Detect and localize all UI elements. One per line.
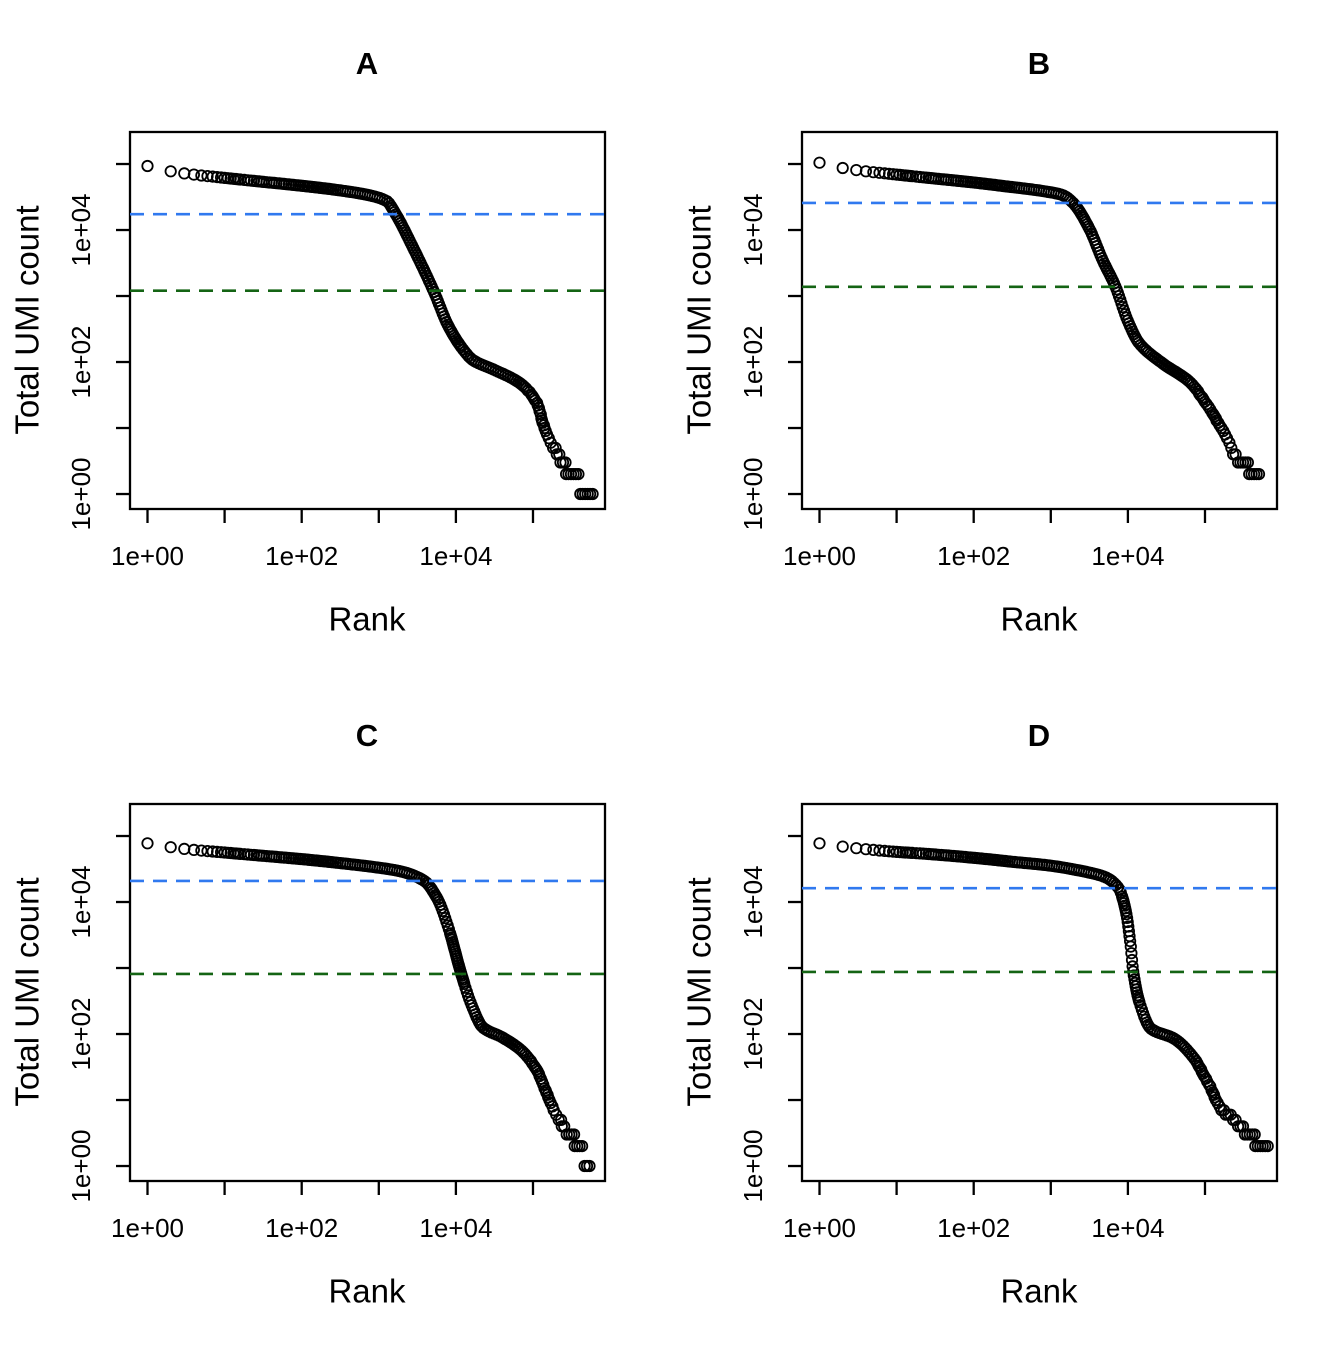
panel-title: C bbox=[356, 718, 378, 753]
plot-border bbox=[128, 130, 607, 511]
plot-canvas: C 1e+00 1e+02 1e+04 1e+00 1e+02 1e+04 Rank T… bbox=[9, 718, 607, 1310]
y-tick-label: 1e+02 bbox=[738, 325, 768, 398]
data-points bbox=[813, 156, 1266, 481]
x-tick-label: 1e+02 bbox=[937, 541, 1010, 571]
x-axis-label: Rank bbox=[1000, 601, 1078, 638]
panel-A: A 1e+00 1e+02 1e+04 1e+00 1e+02 1e+04 Rank T… bbox=[0, 0, 672, 672]
panel-title: B bbox=[1028, 46, 1050, 81]
y-axis-label: Total UMI count bbox=[681, 205, 718, 434]
y-axis-ticks: 1e+00 1e+02 1e+04 bbox=[738, 162, 802, 531]
plot-canvas: B 1e+00 1e+02 1e+04 1e+00 1e+02 1e+04 Rank T… bbox=[681, 46, 1279, 638]
y-tick-label: 1e+04 bbox=[66, 865, 96, 938]
panel-D: D 1e+00 1e+02 1e+04 1e+00 1e+02 1e+04 Rank T… bbox=[672, 672, 1344, 1344]
x-axis-ticks: 1e+00 1e+02 1e+04 bbox=[783, 509, 1207, 571]
y-axis-ticks: 1e+00 1e+02 1e+04 bbox=[66, 162, 130, 531]
x-axis-label: Rank bbox=[328, 601, 406, 638]
plot-border bbox=[128, 802, 607, 1183]
x-tick-label: 1e+00 bbox=[783, 1213, 856, 1243]
y-tick-label: 1e+02 bbox=[66, 997, 96, 1070]
panel-B: B 1e+00 1e+02 1e+04 1e+00 1e+02 1e+04 Rank T… bbox=[672, 0, 1344, 672]
x-tick-label: 1e+04 bbox=[1091, 1213, 1164, 1243]
x-tick-label: 1e+02 bbox=[265, 1213, 338, 1243]
x-tick-label: 1e+02 bbox=[265, 541, 338, 571]
data-points bbox=[141, 159, 599, 501]
x-tick-label: 1e+04 bbox=[419, 541, 492, 571]
x-tick-label: 1e+00 bbox=[111, 1213, 184, 1243]
plot-border bbox=[800, 130, 1279, 511]
x-tick-label: 1e+04 bbox=[1091, 541, 1164, 571]
plot-canvas: A 1e+00 1e+02 1e+04 1e+00 1e+02 1e+04 Rank T… bbox=[9, 46, 607, 638]
y-axis-label: Total UMI count bbox=[9, 205, 46, 434]
x-axis-label: Rank bbox=[328, 1273, 406, 1310]
x-axis-label: Rank bbox=[1000, 1273, 1078, 1310]
x-tick-label: 1e+00 bbox=[783, 541, 856, 571]
panel-title: A bbox=[356, 46, 378, 81]
y-axis-label: Total UMI count bbox=[681, 877, 718, 1106]
y-tick-label: 1e+00 bbox=[738, 458, 768, 531]
x-tick-label: 1e+04 bbox=[419, 1213, 492, 1243]
y-tick-label: 1e+04 bbox=[738, 865, 768, 938]
y-axis-ticks: 1e+00 1e+02 1e+04 bbox=[738, 834, 802, 1203]
y-axis-ticks: 1e+00 1e+02 1e+04 bbox=[66, 834, 130, 1203]
x-axis-ticks: 1e+00 1e+02 1e+04 bbox=[783, 1181, 1207, 1243]
panel-title: D bbox=[1028, 718, 1050, 753]
y-tick-label: 1e+00 bbox=[66, 458, 96, 531]
x-tick-label: 1e+02 bbox=[937, 1213, 1010, 1243]
panel-C: C 1e+00 1e+02 1e+04 1e+00 1e+02 1e+04 Rank T… bbox=[0, 672, 672, 1344]
y-tick-label: 1e+04 bbox=[66, 193, 96, 266]
y-axis-label: Total UMI count bbox=[9, 877, 46, 1106]
y-tick-label: 1e+00 bbox=[66, 1130, 96, 1203]
data-points bbox=[141, 837, 596, 1173]
y-tick-label: 1e+02 bbox=[738, 997, 768, 1070]
data-points bbox=[813, 837, 1274, 1153]
plot-canvas: D 1e+00 1e+02 1e+04 1e+00 1e+02 1e+04 Rank T… bbox=[681, 718, 1279, 1310]
y-tick-label: 1e+00 bbox=[738, 1130, 768, 1203]
x-tick-label: 1e+00 bbox=[111, 541, 184, 571]
x-axis-ticks: 1e+00 1e+02 1e+04 bbox=[111, 509, 535, 571]
y-tick-label: 1e+02 bbox=[66, 325, 96, 398]
y-tick-label: 1e+04 bbox=[738, 193, 768, 266]
plot-border bbox=[800, 802, 1279, 1183]
x-axis-ticks: 1e+00 1e+02 1e+04 bbox=[111, 1181, 535, 1243]
